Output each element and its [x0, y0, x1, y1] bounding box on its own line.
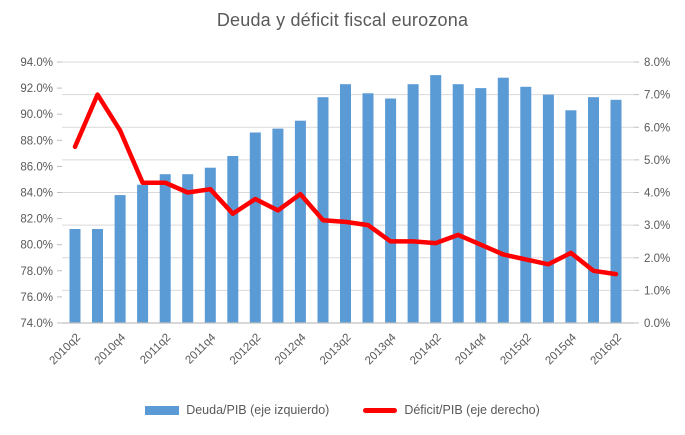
bar-2011q3 [182, 174, 194, 323]
left-axis-label: 82.0% [20, 214, 53, 226]
left-axis-label: 94.0% [20, 57, 53, 69]
legend: Deuda/PIB (eje izquierdo) Déficit/PIB (e… [0, 403, 685, 417]
right-axis-label: 0.0% [644, 318, 670, 330]
left-axis-label: 86.0% [20, 161, 53, 173]
bar-2013q4 [385, 98, 397, 323]
x-axis-label: 2015q4 [543, 331, 579, 367]
x-axis-label: 2013q4 [363, 331, 399, 367]
bar-2013q2 [340, 84, 351, 323]
right-axis-label: 8.0% [644, 57, 670, 69]
bar-2016q2 [610, 99, 622, 323]
left-axis-label: 76.0% [20, 292, 53, 304]
legend-item-deficit: Déficit/PIB (eje derecho) [363, 403, 540, 417]
legend-label-deficit: Déficit/PIB (eje derecho) [404, 403, 540, 417]
legend-item-deuda: Deuda/PIB (eje izquierdo) [145, 403, 329, 417]
right-axis-label: 7.0% [644, 90, 670, 102]
chart-title: Deuda y déficit fiscal eurozona [216, 10, 469, 30]
bar-2015q1 [497, 77, 509, 323]
bar-2015q2 [520, 86, 532, 323]
bar-2012q2 [249, 132, 261, 323]
bar-2011q1 [137, 184, 149, 323]
bar-2012q1 [227, 156, 239, 323]
legend-label-deuda: Deuda/PIB (eje izquierdo) [186, 403, 330, 417]
bar-2011q2 [159, 174, 171, 323]
right-axis-label: 1.0% [644, 285, 670, 297]
bar-2010q3 [92, 229, 103, 323]
left-axis-label: 88.0% [20, 135, 53, 147]
left-axis-label: 90.0% [20, 109, 53, 121]
deficit-line [72, 92, 619, 277]
line-series-swatch-icon [363, 407, 398, 413]
bar-2015q3 [542, 94, 554, 323]
x-axis-label: 2012q2 [228, 332, 264, 368]
left-axis-label: 74.0% [20, 318, 53, 330]
right-axis-label: 5.0% [644, 155, 670, 167]
bar-2010q2 [69, 229, 81, 323]
x-axis-label: 2011q4 [183, 331, 218, 366]
left-axis-label: 78.0% [20, 266, 53, 278]
bar-series-swatch-icon [145, 405, 180, 415]
x-axis-label: 2016q2 [589, 332, 625, 368]
right-axis-label: 6.0% [644, 122, 670, 134]
left-axis-label: 80.0% [20, 240, 53, 252]
x-axis-label: 2012q4 [273, 331, 309, 367]
bar-2016q1 [588, 97, 599, 323]
x-axis-label: 2011q2 [138, 332, 173, 367]
x-axis-label: 2014q2 [408, 332, 444, 368]
right-axis-label: 3.0% [644, 220, 670, 232]
bar-2014q4 [475, 88, 487, 323]
bar-2010q4 [114, 195, 126, 323]
bar-2014q1 [407, 84, 419, 323]
bar-2011q4 [204, 167, 216, 323]
bar-2012q3 [272, 128, 284, 323]
bar-2015q4 [565, 110, 577, 323]
bar-2013q1 [317, 97, 329, 323]
left-axis-label: 92.0% [20, 83, 53, 95]
bar-2014q2 [430, 75, 442, 323]
x-axis-label: 2015q2 [498, 332, 534, 368]
right-axis-label: 2.0% [644, 253, 670, 265]
bar-2013q3 [362, 93, 374, 323]
bar-2012q4 [294, 120, 306, 323]
x-axis-label: 2010q4 [93, 331, 129, 367]
left-axis-label: 84.0% [20, 188, 53, 200]
x-axis-label: 2010q2 [48, 332, 84, 368]
x-axis-label: 2014q4 [453, 331, 489, 367]
bar-2014q3 [452, 84, 464, 323]
x-axis-label: 2013q2 [318, 332, 354, 368]
right-axis-label: 4.0% [644, 188, 670, 200]
